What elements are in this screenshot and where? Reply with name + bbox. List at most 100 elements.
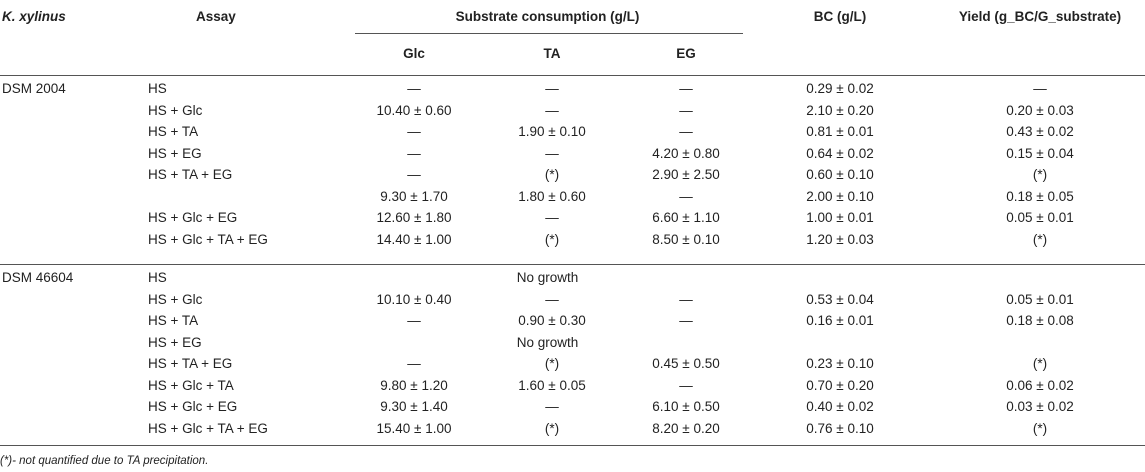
ta-cell: (*) (544, 356, 560, 371)
glc-cell: 10.10 ± 0.40 (376, 291, 452, 307)
eg-cell: 8.50 ± 0.10 (652, 231, 720, 247)
table-row: HS + EG No growth (0, 332, 1145, 354)
assay-cell: HS + TA + EG (148, 167, 233, 182)
strain-label: DSM 46604 (2, 270, 74, 285)
eg-cell: 4.20 ± 0.80 (652, 145, 720, 161)
table-row: HS + TA + EG — (*) 2.90 ± 2.50 0.60 ± 0.10 (*… (0, 164, 1145, 186)
eg-cell: 6.60 ± 1.10 (652, 210, 720, 225)
glc-cell: 12.60 ± 1.80 (376, 210, 452, 225)
bc-cell: 1.00 ± 0.01 (806, 210, 874, 225)
assay-cell: HS (148, 81, 167, 96)
yield-cell: (*) (1032, 356, 1048, 371)
table-row: HS + EG — — 4.20 ± 0.80 0.64 ± 0.02 0.15 ± 0.… (0, 143, 1145, 165)
glc-cell: 9.30 ± 1.40 (380, 399, 448, 414)
bc-cell: 0.40 ± 0.02 (806, 399, 874, 414)
eg-cell: 6.10 ± 0.50 (652, 399, 720, 414)
yield-cell: 0.15 ± 0.04 (1006, 145, 1074, 161)
glc-cell: — (407, 81, 421, 96)
ta-cell: 0.90 ± 0.30 (518, 313, 586, 328)
substrate-group-underline (355, 33, 743, 34)
no-growth-cell: No growth (516, 270, 579, 285)
bc-cell: 0.29 ± 0.02 (806, 81, 874, 96)
ta-cell: — (545, 102, 559, 118)
ta-cell: 1.60 ± 0.05 (518, 377, 586, 393)
table-row: HS + Glc + TA 9.80 ± 1.20 1.60 ± 0.05 — 0.70… (0, 375, 1145, 397)
glc-cell: 15.40 ± 1.00 (376, 420, 452, 436)
yield-cell: 0.06 ± 0.02 (1006, 377, 1074, 393)
table-row: HS + Glc 10.40 ± 0.60 — — 2.10 ± 0.20 0.20 ± … (0, 100, 1145, 122)
table-row: HS + TA — 0.90 ± 0.30 — 0.16 ± 0.01 0.18 ± 0.… (0, 310, 1145, 332)
bc-cell: 0.23 ± 0.10 (806, 356, 874, 371)
header-yield: Yield (g_BC/G_substrate) (958, 9, 1122, 24)
yield-cell: (*) (1032, 231, 1048, 247)
glc-cell: 9.30 ± 1.70 (380, 188, 448, 204)
bc-cell: 0.81 ± 0.01 (806, 124, 874, 139)
table-row: HS + Glc + EG 9.30 ± 1.40 — 6.10 ± 0.50 0.40… (0, 396, 1145, 418)
eg-cell: — (679, 313, 693, 328)
yield-cell: 0.05 ± 0.01 (1006, 210, 1074, 225)
bc-cell: 0.64 ± 0.02 (806, 145, 874, 161)
header-strain: K. xylinus (2, 9, 66, 24)
header-ta: TA (543, 46, 561, 61)
yield-cell: 0.18 ± 0.05 (1006, 188, 1074, 204)
bc-cell: 0.60 ± 0.10 (806, 167, 874, 182)
assay-cell: HS + TA (148, 313, 199, 328)
table-row: DSM 2004 HS — — — 0.29 ± 0.02 — (0, 78, 1145, 100)
eg-cell: 8.20 ± 0.20 (652, 420, 720, 436)
yield-cell: 0.03 ± 0.02 (1006, 399, 1074, 414)
ta-cell: (*) (544, 167, 560, 182)
eg-cell: — (679, 81, 693, 96)
ta-cell: (*) (544, 231, 560, 247)
glc-cell: — (407, 313, 421, 328)
glc-cell: 14.40 ± 1.00 (376, 231, 452, 247)
table-row: HS + Glc + TA + EG 15.40 ± 1.00 (*) 8.20 ± … (0, 418, 1145, 440)
bc-cell: 1.20 ± 0.03 (806, 231, 874, 247)
ta-cell: — (545, 210, 559, 225)
assay-cell: HS (148, 270, 167, 285)
header-eg: EG (676, 46, 696, 61)
eg-cell: 0.45 ± 0.50 (652, 356, 720, 371)
table-row: HS + TA + EG — (*) 0.45 ± 0.50 0.23 ± 0.10 (*… (0, 353, 1145, 375)
assay-cell: HS + Glc + TA + EG (148, 420, 268, 436)
ta-cell: — (545, 145, 559, 161)
group-separator-rule (0, 264, 1145, 265)
table-row: HS + Glc + EG 12.60 ± 1.80 — 6.60 ± 1.10 1.0… (0, 207, 1145, 229)
header-row-2: Glc TA EG (0, 33, 1145, 74)
bc-cell: 0.16 ± 0.01 (806, 313, 874, 328)
yield-cell: (*) (1032, 167, 1048, 182)
assay-cell: HS + TA + EG (148, 356, 233, 371)
ta-cell: 1.90 ± 0.10 (518, 124, 586, 139)
assay-cell: HS + Glc (148, 291, 203, 307)
bc-cell: 2.10 ± 0.20 (806, 102, 874, 118)
yield-cell: 0.18 ± 0.08 (1006, 313, 1074, 328)
assay-cell: HS + Glc + EG (148, 210, 238, 225)
glc-cell: 10.40 ± 0.60 (376, 102, 452, 118)
eg-cell: — (679, 124, 693, 139)
header-glc: Glc (403, 46, 425, 61)
assay-cell: HS + Glc (148, 102, 203, 118)
table-bottom-rule (0, 445, 1145, 446)
header-row-1: K. xylinus Assay Substrate consumption (… (0, 0, 1145, 33)
assay-cell: HS + Glc + EG (148, 399, 238, 414)
table-row: HS + Glc 10.10 ± 0.40 — — 0.53 ± 0.04 0.05 ± … (0, 289, 1145, 311)
yield-cell: (*) (1032, 420, 1048, 436)
header-bc: BC (g/L) (813, 9, 867, 24)
header-substrate-group: Substrate consumption (g/L) (455, 9, 640, 24)
table-row: DSM 46604 HS No growth (0, 267, 1145, 289)
footnote: (*)- not quantified due to TA precipitat… (0, 455, 209, 467)
table-row: HS + TA — 1.90 ± 0.10 — 0.81 ± 0.01 0.43 ± 0.… (0, 121, 1145, 143)
yield-cell: 0.43 ± 0.02 (1006, 124, 1074, 139)
assay-cell: HS + TA (148, 124, 199, 139)
eg-cell: 2.90 ± 2.50 (652, 167, 720, 182)
glc-cell: — (407, 145, 421, 161)
table-row: HS + Glc + TA + EG 14.40 ± 1.00 (*) 8.50 ± … (0, 229, 1145, 251)
header-assay: Assay (196, 9, 236, 24)
glc-cell: — (407, 124, 421, 139)
assay-cell (148, 186, 348, 208)
bc-cell: 0.76 ± 0.10 (806, 420, 874, 436)
assay-cell: HS + Glc + TA (148, 377, 234, 393)
glc-cell: 9.80 ± 1.20 (380, 377, 448, 393)
yield-cell: 0.05 ± 0.01 (1006, 291, 1074, 307)
bc-cell: 0.70 ± 0.20 (806, 377, 874, 393)
ta-cell: — (545, 81, 559, 96)
